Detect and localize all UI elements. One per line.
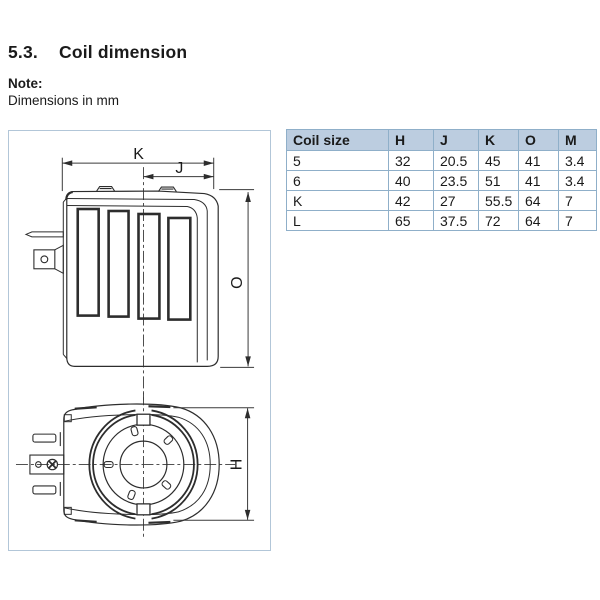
table-cell: 65	[388, 210, 434, 231]
page-title: 5.3. Coil dimension	[8, 42, 187, 63]
table-cell: 6	[286, 170, 389, 191]
table-row: K 42 27 55.5 64 7	[286, 190, 597, 211]
table-cell: 41	[518, 170, 559, 191]
ground-screw-icon	[46, 458, 59, 471]
table-cell: 72	[478, 210, 519, 231]
arrowhead	[203, 160, 214, 166]
flange-slots	[103, 426, 174, 500]
arrowhead	[244, 509, 251, 520]
table-cell: 3.4	[558, 170, 597, 191]
table-header-row: Coil size H J K O M	[286, 129, 597, 151]
connector-pin-bottom	[32, 485, 57, 495]
coil-end-view	[15, 393, 236, 537]
table-row: 5 32 20.5 45 41 3.4	[286, 150, 597, 171]
coil-technical-drawing: K J O	[15, 146, 255, 537]
connector-block	[29, 454, 65, 475]
table-cell: 7	[558, 190, 597, 211]
top-tab-left	[96, 186, 116, 192]
table-cell: 51	[478, 170, 519, 191]
dimension-label-J: J	[175, 160, 183, 177]
coil-slot	[107, 209, 130, 318]
arrowhead	[143, 173, 154, 180]
note-text: Dimensions in mm	[8, 93, 120, 108]
table-cell: 45	[478, 150, 519, 171]
table-header-h: H	[388, 129, 434, 151]
table-row: L 65 37.5 72 64 7	[286, 210, 597, 231]
flange-notch-top	[136, 413, 151, 426]
section-number: 5.3.	[8, 42, 38, 62]
table-row: 6 40 23.5 51 41 3.4	[286, 170, 597, 191]
coil-body-outline	[66, 190, 219, 367]
spade-terminal	[33, 249, 56, 270]
table-cell: 40	[388, 170, 434, 191]
table-header-o: O	[518, 129, 559, 151]
arrowhead	[244, 408, 251, 419]
note-label: Note:	[8, 76, 43, 91]
arrowhead	[62, 160, 73, 166]
table-cell: 23.5	[433, 170, 479, 191]
dimension-label-O: O	[229, 277, 246, 289]
coil-slot	[76, 207, 100, 317]
section-title: Coil dimension	[59, 42, 188, 62]
coil-drawing-figure: K J O	[8, 130, 271, 551]
table-cell: K	[286, 190, 389, 211]
flange-notch-bottom	[136, 503, 151, 516]
table-cell: 27	[433, 190, 479, 211]
lead-wire	[24, 231, 64, 238]
arrowhead	[245, 192, 251, 203]
terminal-hole	[40, 255, 49, 264]
table-header-m: M	[558, 129, 597, 151]
arrowhead	[245, 356, 251, 367]
table-header-coil-size: Coil size	[286, 129, 389, 151]
coil-slot	[167, 216, 192, 321]
dimension-label-K: K	[133, 146, 144, 163]
table-cell: 41	[518, 150, 559, 171]
table-cell: 42	[388, 190, 434, 211]
table-cell: 20.5	[433, 150, 479, 171]
connector-pin-top	[32, 433, 57, 443]
table-cell: 7	[558, 210, 597, 231]
dimension-label-H: H	[229, 459, 246, 471]
coil-bore-circle	[119, 440, 168, 489]
arrowhead	[203, 173, 214, 180]
table-cell: 64	[518, 210, 559, 231]
table-cell: 5	[286, 150, 389, 171]
table-cell: 3.4	[558, 150, 597, 171]
side-view-dimensions	[61, 157, 255, 368]
table-cell: 64	[518, 190, 559, 211]
end-view-dimensions	[173, 407, 255, 521]
coil-side-view	[24, 167, 219, 401]
table-cell: 32	[388, 150, 434, 171]
table-cell: L	[286, 210, 389, 231]
table-header-j: J	[433, 129, 479, 151]
table-cell: 55.5	[478, 190, 519, 211]
top-tab-right	[157, 186, 177, 192]
coil-slot	[137, 212, 161, 320]
coil-size-table: Coil size H J K O M 5 32 20.5 45 41 3.4 …	[286, 129, 597, 231]
table-header-k: K	[478, 129, 519, 151]
table-cell: 37.5	[433, 210, 479, 231]
